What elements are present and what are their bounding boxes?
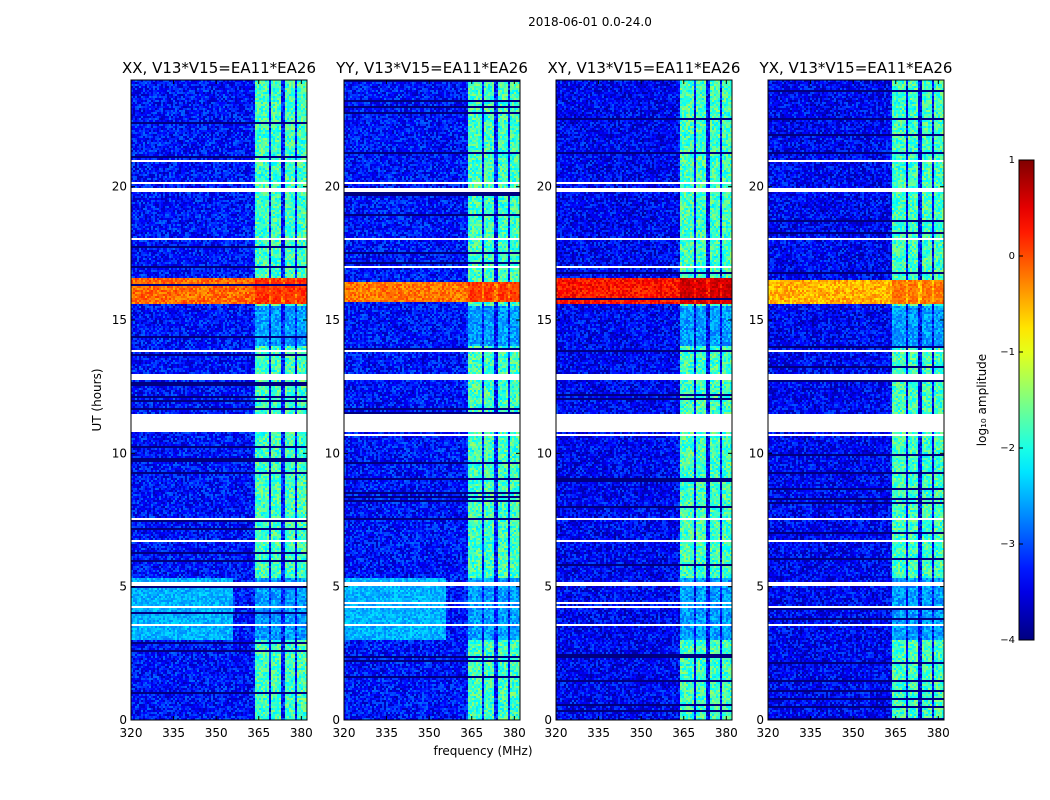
panel-title-3: YX, V13*V15=EA11*EA26	[759, 59, 953, 77]
y-tick-label: 0	[756, 713, 764, 727]
y-tick-label: 0	[332, 713, 340, 727]
x-tick-label: 350	[418, 726, 441, 740]
y-tick-label: 0	[119, 713, 127, 727]
x-tick-label: 350	[630, 726, 653, 740]
x-tick-label: 365	[247, 726, 270, 740]
y-tick-label: 20	[112, 180, 127, 194]
y-tick-label: 10	[749, 446, 764, 460]
x-tick-label: 350	[205, 726, 228, 740]
y-tick-label: 15	[749, 313, 764, 327]
x-tick-label: 320	[120, 726, 143, 740]
y-tick-label: 10	[112, 446, 127, 460]
panel-title-0: XX, V13*V15=EA11*EA26	[122, 59, 316, 77]
x-tick-label: 320	[545, 726, 568, 740]
x-tick-label: 365	[884, 726, 907, 740]
x-tick-label: 380	[927, 726, 950, 740]
colorbar-tick-label: −2	[1000, 443, 1015, 454]
y-tick-label: 10	[325, 446, 340, 460]
x-tick-label: 320	[757, 726, 780, 740]
x-tick-label: 380	[715, 726, 738, 740]
x-tick-label: 350	[842, 726, 865, 740]
heatmap-cells-0	[131, 80, 307, 720]
y-tick-label: 15	[112, 313, 127, 327]
colorbar: 1 0 −1 −2 −3 −4	[1000, 155, 1035, 646]
panel-1: YY, V13*V15=EA11*EA26 320 335 350 365 380 0 5 10…	[325, 59, 528, 740]
panel-title-2: XY, V13*V15=EA11*EA26	[548, 59, 741, 77]
heatmap-cells-3	[768, 80, 944, 720]
colorbar-tick-label: 0	[1009, 251, 1015, 262]
y-tick-label: 15	[537, 313, 552, 327]
y-tick-label: 5	[332, 580, 340, 594]
panel-3: YX, V13*V15=EA11*EA26 320 335 350 365 380 0 5 10…	[749, 59, 953, 740]
x-tick-label: 380	[503, 726, 526, 740]
colorbar-tick-label: −1	[1000, 347, 1015, 358]
x-tick-label: 335	[587, 726, 610, 740]
heatmap-cells-2	[556, 80, 732, 720]
colorbar-tick-label: 1	[1009, 155, 1015, 166]
x-tick-label: 365	[460, 726, 483, 740]
panel-2: XY, V13*V15=EA11*EA26 320 335 350 365 380 0 5 10…	[537, 59, 741, 740]
y-axis-label: UT (hours)	[90, 368, 104, 431]
y-tick-label: 0	[544, 713, 552, 727]
y-tick-label: 5	[544, 580, 552, 594]
x-tick-label: 365	[672, 726, 695, 740]
panel-frame-3	[767, 79, 945, 721]
y-tick-label: 20	[325, 180, 340, 194]
panel-frame-1	[343, 79, 521, 721]
y-tick-label: 5	[756, 580, 764, 594]
panel-frame-2	[555, 79, 733, 721]
y-tick-label: 15	[325, 313, 340, 327]
y-tick-label: 10	[537, 446, 552, 460]
colorbar-label: log₁₀ amplitude	[975, 354, 989, 446]
heatmap-cells-1	[344, 80, 520, 720]
y-tick-label: 20	[537, 180, 552, 194]
panel-0: XX, V13*V15=EA11*EA26 320 335 350 365 380 0 5 10…	[112, 59, 316, 740]
x-tick-label: 335	[799, 726, 822, 740]
figure-suptitle: 2018-06-01 0.0-24.0	[528, 15, 652, 29]
x-tick-label: 380	[290, 726, 313, 740]
colorbar-tick-label: −3	[1000, 539, 1015, 550]
x-axis-label: frequency (MHz)	[433, 744, 532, 758]
panel-frame-0	[130, 79, 308, 721]
x-tick-label: 335	[375, 726, 398, 740]
colorbar-gradient	[1018, 159, 1035, 641]
x-tick-label: 320	[333, 726, 356, 740]
x-tick-label: 335	[162, 726, 185, 740]
y-tick-label: 20	[749, 180, 764, 194]
panel-title-1: YY, V13*V15=EA11*EA26	[335, 59, 528, 77]
panels-group: XX, V13*V15=EA11*EA26 320 335 350 365 380 0 5 10…	[112, 59, 953, 740]
colorbar-tick-label: −4	[1000, 635, 1015, 646]
y-tick-label: 5	[119, 580, 127, 594]
